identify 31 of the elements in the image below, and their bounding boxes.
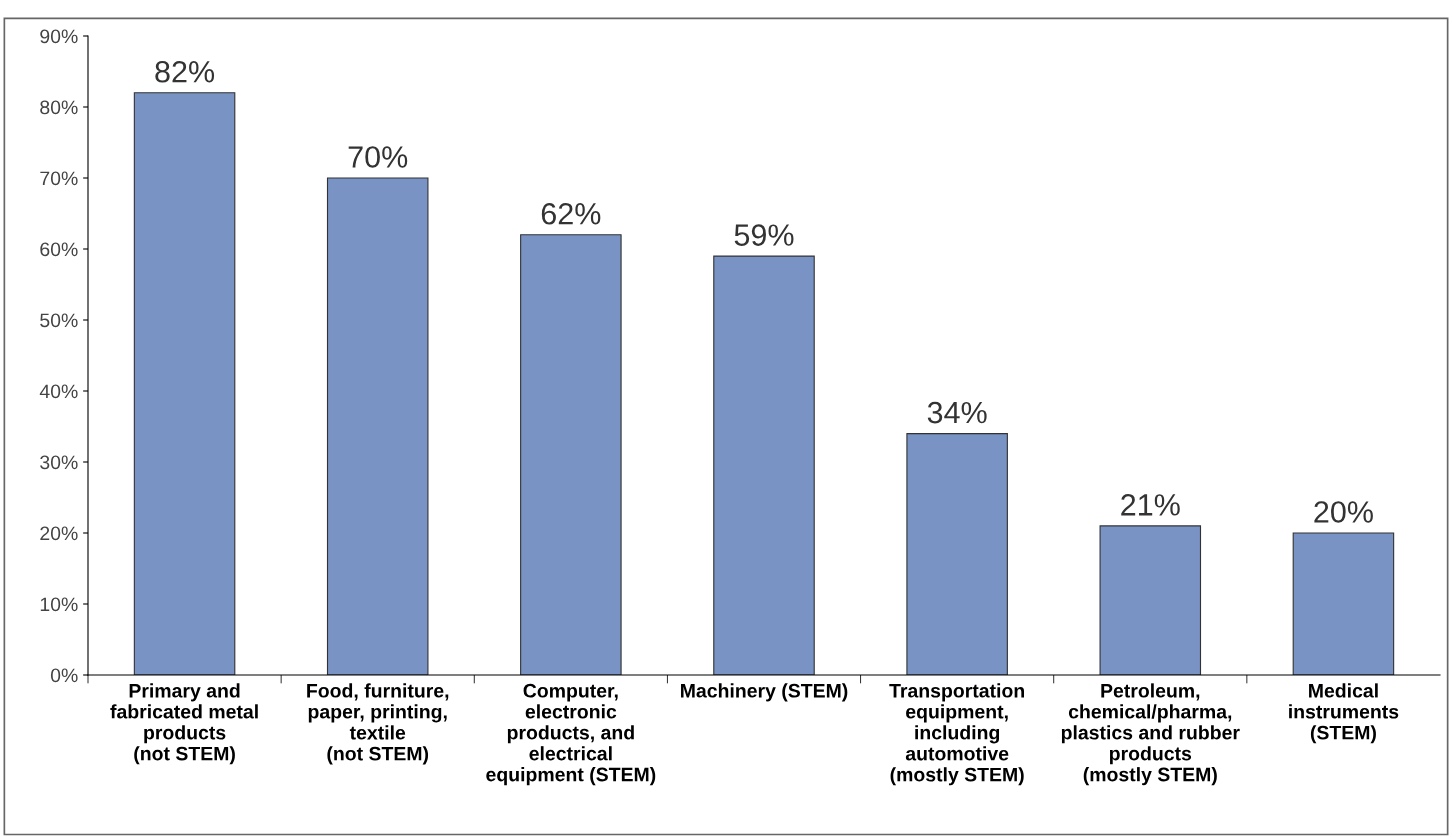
bar (326, 177, 429, 675)
bar (1292, 532, 1395, 675)
bar (133, 92, 236, 675)
x-tick-label: Petroleum, chemical/pharma, plastics and rubber products (mostly STEM) (1061, 683, 1240, 786)
x-tick-label: Computer, electronic products, and electrical equipment (STEM) (486, 683, 656, 786)
bar (906, 433, 1008, 675)
y-tick-label: 30% (40, 455, 78, 470)
data-label: 59% (734, 224, 794, 246)
data-label: 21% (1121, 494, 1180, 516)
x-tick-label: Food, furniture, paper, printing, textile (not STEM) (307, 683, 449, 765)
x-tick-label: Transportation equipment, including automotive (mostly STEM) (889, 683, 1025, 786)
bar (520, 234, 622, 675)
y-tick-label: 50% (40, 313, 78, 328)
x-tick-label: Primary and fabricated metal products (not STEM) (110, 683, 258, 765)
y-tick-label: 60% (40, 242, 78, 257)
data-label: 62% (541, 202, 601, 225)
data-label: 20% (1314, 501, 1373, 523)
y-tick-label: 0% (50, 668, 78, 683)
data-label: 82% (155, 60, 215, 83)
x-tick-label: Machinery (STEM) (681, 683, 848, 702)
y-tick-label: 40% (39, 384, 78, 399)
bar (1099, 525, 1202, 675)
y-tick-label: 90% (40, 29, 78, 44)
y-tick-label: 80% (40, 100, 78, 115)
bar (713, 255, 815, 675)
data-label: 70% (348, 146, 408, 168)
y-tick-label: 10% (40, 597, 78, 612)
x-tick-label: Medical instruments (STEM) (1289, 683, 1399, 744)
y-tick-label: 20% (40, 526, 78, 541)
data-label: 34% (927, 401, 987, 424)
y-tick-label: 70% (40, 171, 78, 186)
